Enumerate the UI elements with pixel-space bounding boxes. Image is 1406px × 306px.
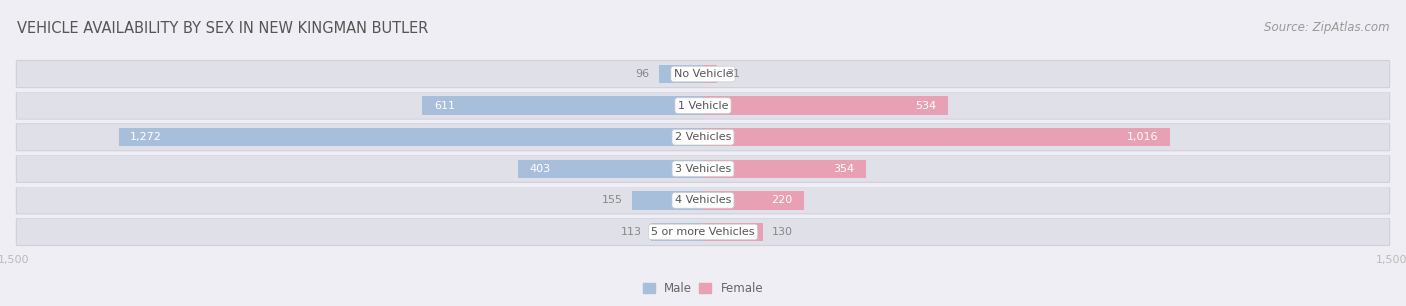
FancyBboxPatch shape bbox=[17, 187, 1389, 214]
FancyBboxPatch shape bbox=[17, 218, 1389, 245]
Text: 1,272: 1,272 bbox=[131, 132, 162, 142]
FancyBboxPatch shape bbox=[17, 92, 1389, 119]
Bar bbox=[703, 191, 804, 210]
Text: 3 Vehicles: 3 Vehicles bbox=[675, 164, 731, 174]
Bar bbox=[517, 160, 703, 178]
Text: 2 Vehicles: 2 Vehicles bbox=[675, 132, 731, 142]
Bar bbox=[703, 223, 762, 241]
Text: 31: 31 bbox=[727, 69, 741, 79]
Bar bbox=[631, 191, 703, 210]
Bar bbox=[118, 128, 703, 146]
Text: 96: 96 bbox=[636, 69, 650, 79]
FancyBboxPatch shape bbox=[17, 61, 1389, 88]
Text: No Vehicle: No Vehicle bbox=[673, 69, 733, 79]
Bar bbox=[703, 160, 866, 178]
Text: 1 Vehicle: 1 Vehicle bbox=[678, 101, 728, 111]
Bar bbox=[659, 65, 703, 83]
Text: 113: 113 bbox=[621, 227, 643, 237]
Text: 220: 220 bbox=[772, 195, 793, 205]
Text: 354: 354 bbox=[832, 164, 853, 174]
Legend: Male, Female: Male, Female bbox=[638, 278, 768, 300]
Bar bbox=[651, 223, 703, 241]
Text: VEHICLE AVAILABILITY BY SEX IN NEW KINGMAN BUTLER: VEHICLE AVAILABILITY BY SEX IN NEW KINGM… bbox=[17, 21, 429, 36]
Bar bbox=[703, 96, 948, 115]
Text: 611: 611 bbox=[434, 101, 456, 111]
Text: 403: 403 bbox=[530, 164, 551, 174]
FancyBboxPatch shape bbox=[17, 155, 1389, 182]
Text: Source: ZipAtlas.com: Source: ZipAtlas.com bbox=[1264, 21, 1389, 34]
Text: 155: 155 bbox=[602, 195, 623, 205]
Text: 5 or more Vehicles: 5 or more Vehicles bbox=[651, 227, 755, 237]
Text: 534: 534 bbox=[915, 101, 936, 111]
Bar bbox=[703, 128, 1170, 146]
Bar bbox=[422, 96, 703, 115]
Text: 4 Vehicles: 4 Vehicles bbox=[675, 195, 731, 205]
Text: 130: 130 bbox=[772, 227, 793, 237]
FancyBboxPatch shape bbox=[17, 124, 1389, 151]
Text: 1,016: 1,016 bbox=[1126, 132, 1159, 142]
Bar bbox=[703, 65, 717, 83]
